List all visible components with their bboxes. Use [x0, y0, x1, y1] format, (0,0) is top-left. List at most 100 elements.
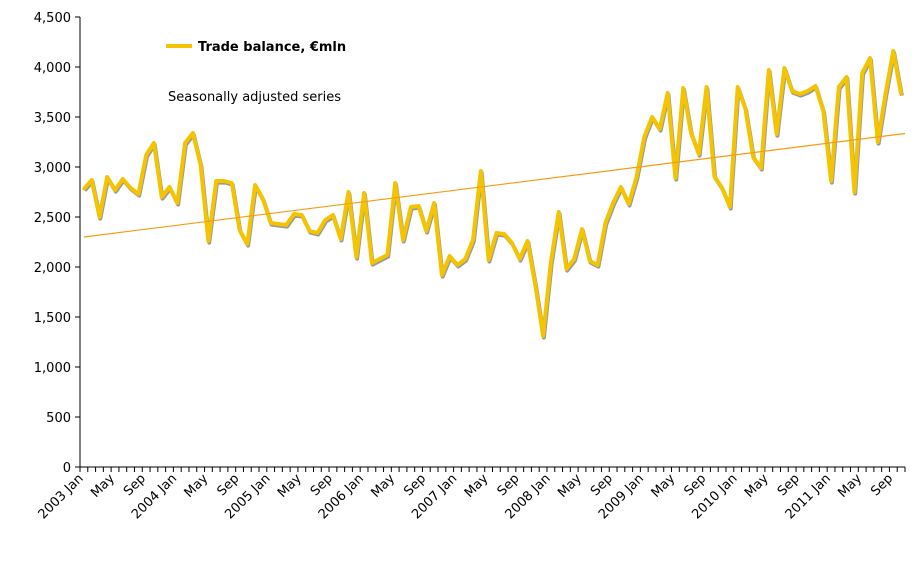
data-point: [650, 115, 654, 119]
data-point: [300, 213, 304, 217]
data-point: [837, 85, 841, 89]
data-point: [245, 242, 249, 246]
data-point: [782, 66, 786, 70]
data-point: [852, 190, 856, 194]
data-point: [845, 75, 849, 79]
data-point: [238, 228, 242, 232]
series-annotation: Seasonally adjusted series: [168, 90, 341, 105]
data-point: [697, 152, 701, 156]
y-tick-label: 3,000: [34, 161, 71, 176]
data-point: [113, 188, 117, 192]
data-point: [168, 185, 172, 189]
legend: Trade balance, €mln: [166, 40, 346, 55]
x-tick-label: May: [462, 471, 492, 501]
data-point: [580, 227, 584, 231]
data-point: [331, 213, 335, 217]
y-tick-label: 3,500: [34, 111, 71, 126]
data-point: [323, 218, 327, 222]
data-point: [533, 283, 537, 287]
data-point: [378, 257, 382, 261]
data-point: [448, 254, 452, 258]
x-tick-label: May: [742, 471, 772, 501]
series-line-trade-balance: [82, 49, 904, 338]
data-point: [129, 186, 133, 190]
data-point: [603, 221, 607, 225]
x-tick-label: Sep: [868, 471, 896, 499]
data-point: [634, 175, 638, 179]
data-point: [751, 155, 755, 159]
data-point: [409, 205, 413, 209]
data-point: [541, 334, 545, 338]
data-point: [689, 131, 693, 135]
data-point: [152, 141, 156, 145]
data-point: [821, 109, 825, 113]
y-tick-label: 2,000: [34, 261, 71, 276]
x-tick-label: May: [275, 471, 305, 501]
data-point: [736, 85, 740, 89]
x-tick-label: May: [649, 471, 679, 501]
data-point: [596, 263, 600, 267]
y-tick-label: 4,000: [34, 61, 71, 76]
data-point: [253, 183, 257, 187]
data-point: [860, 71, 864, 75]
data-point: [798, 92, 802, 96]
data-point: [502, 232, 506, 236]
data-point: [90, 178, 94, 182]
data-point: [105, 175, 109, 179]
data-point: [136, 192, 140, 196]
x-tick-label: May: [182, 471, 212, 501]
data-point: [705, 85, 709, 89]
data-point: [728, 205, 732, 209]
data-point: [526, 239, 530, 243]
x-tick-label: May: [368, 471, 398, 501]
data-point: [455, 263, 459, 267]
data-point: [222, 179, 226, 183]
data-point: [214, 179, 218, 183]
legend-label: Trade balance, €mln: [198, 40, 346, 55]
data-point: [206, 239, 210, 243]
data-point: [775, 132, 779, 136]
y-tick-label: 0: [63, 461, 71, 476]
data-point: [557, 210, 561, 214]
data-point: [362, 191, 366, 195]
data-point: [876, 140, 880, 144]
data-point: [191, 131, 195, 135]
data-point: [97, 215, 101, 219]
data-point: [393, 181, 397, 185]
data-point: [199, 163, 203, 167]
data-point: [463, 257, 467, 261]
data-point: [339, 237, 343, 241]
data-point: [230, 181, 234, 185]
data-point: [611, 201, 615, 205]
data-point: [510, 241, 514, 245]
data-point: [790, 89, 794, 93]
data-point: [284, 223, 288, 227]
data-point: [276, 222, 280, 226]
x-tick-label: May: [555, 471, 585, 501]
data-point: [619, 185, 623, 189]
data-point: [549, 260, 553, 264]
data-point: [385, 253, 389, 257]
data-point: [759, 166, 763, 170]
y-tick-label: 500: [46, 411, 71, 426]
data-point: [564, 267, 568, 271]
data-point: [642, 135, 646, 139]
data-point: [292, 212, 296, 216]
data-point: [370, 261, 374, 265]
data-point: [315, 231, 319, 235]
data-point: [720, 186, 724, 190]
data-point: [347, 190, 351, 194]
data-point: [884, 92, 888, 96]
y-tick-label: 1,000: [34, 361, 71, 376]
data-point: [813, 84, 817, 88]
data-point: [743, 107, 747, 111]
data-point: [417, 204, 421, 208]
data-point: [806, 89, 810, 93]
data-point: [627, 202, 631, 206]
data-point: [261, 197, 265, 201]
data-point: [588, 259, 592, 263]
data-point: [471, 238, 475, 242]
data-point: [712, 174, 716, 178]
